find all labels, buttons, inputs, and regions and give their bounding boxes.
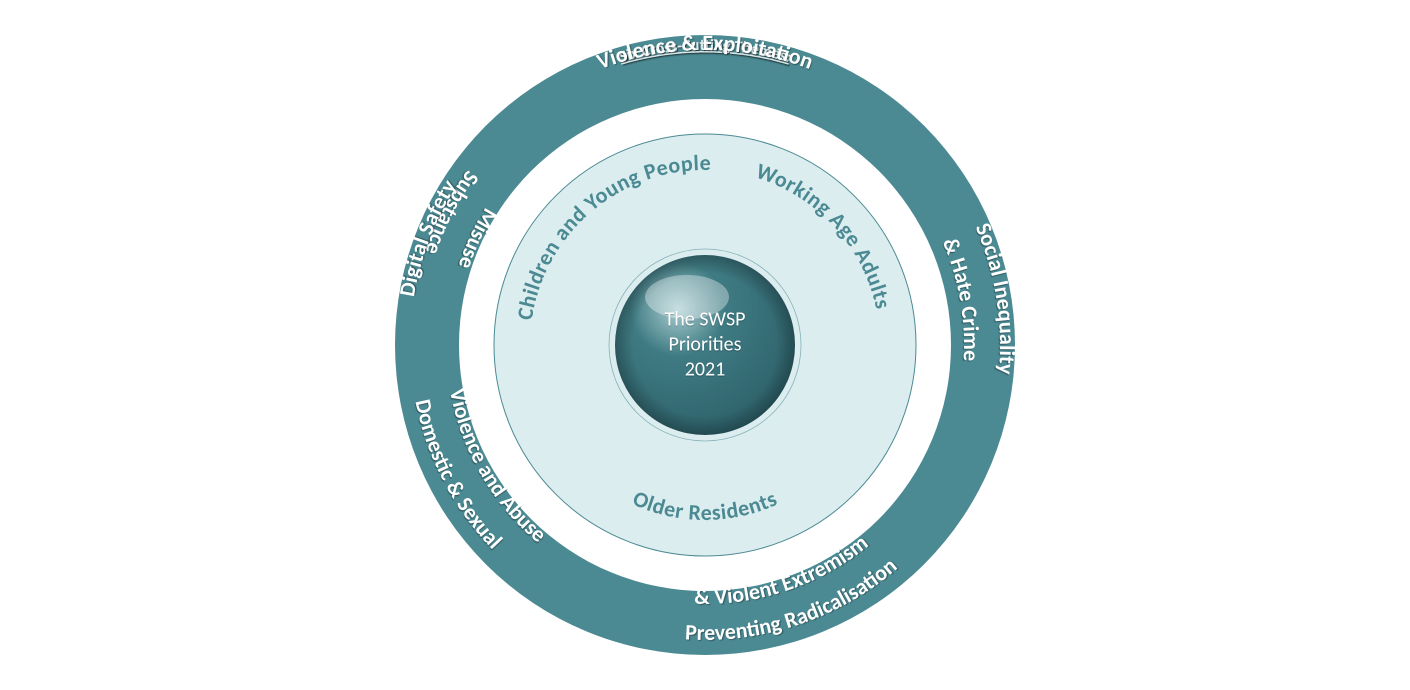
core-title-line3: 2021 (635, 358, 775, 383)
core-title: The SWSP Priorities 2021 (635, 308, 775, 383)
swsp-priorities-diagram: Six Cross-Cutting Themes:Violence & Expl… (385, 25, 1025, 665)
core-title-line2: Priorities (635, 333, 775, 358)
core-title-line1: The SWSP (635, 308, 775, 333)
